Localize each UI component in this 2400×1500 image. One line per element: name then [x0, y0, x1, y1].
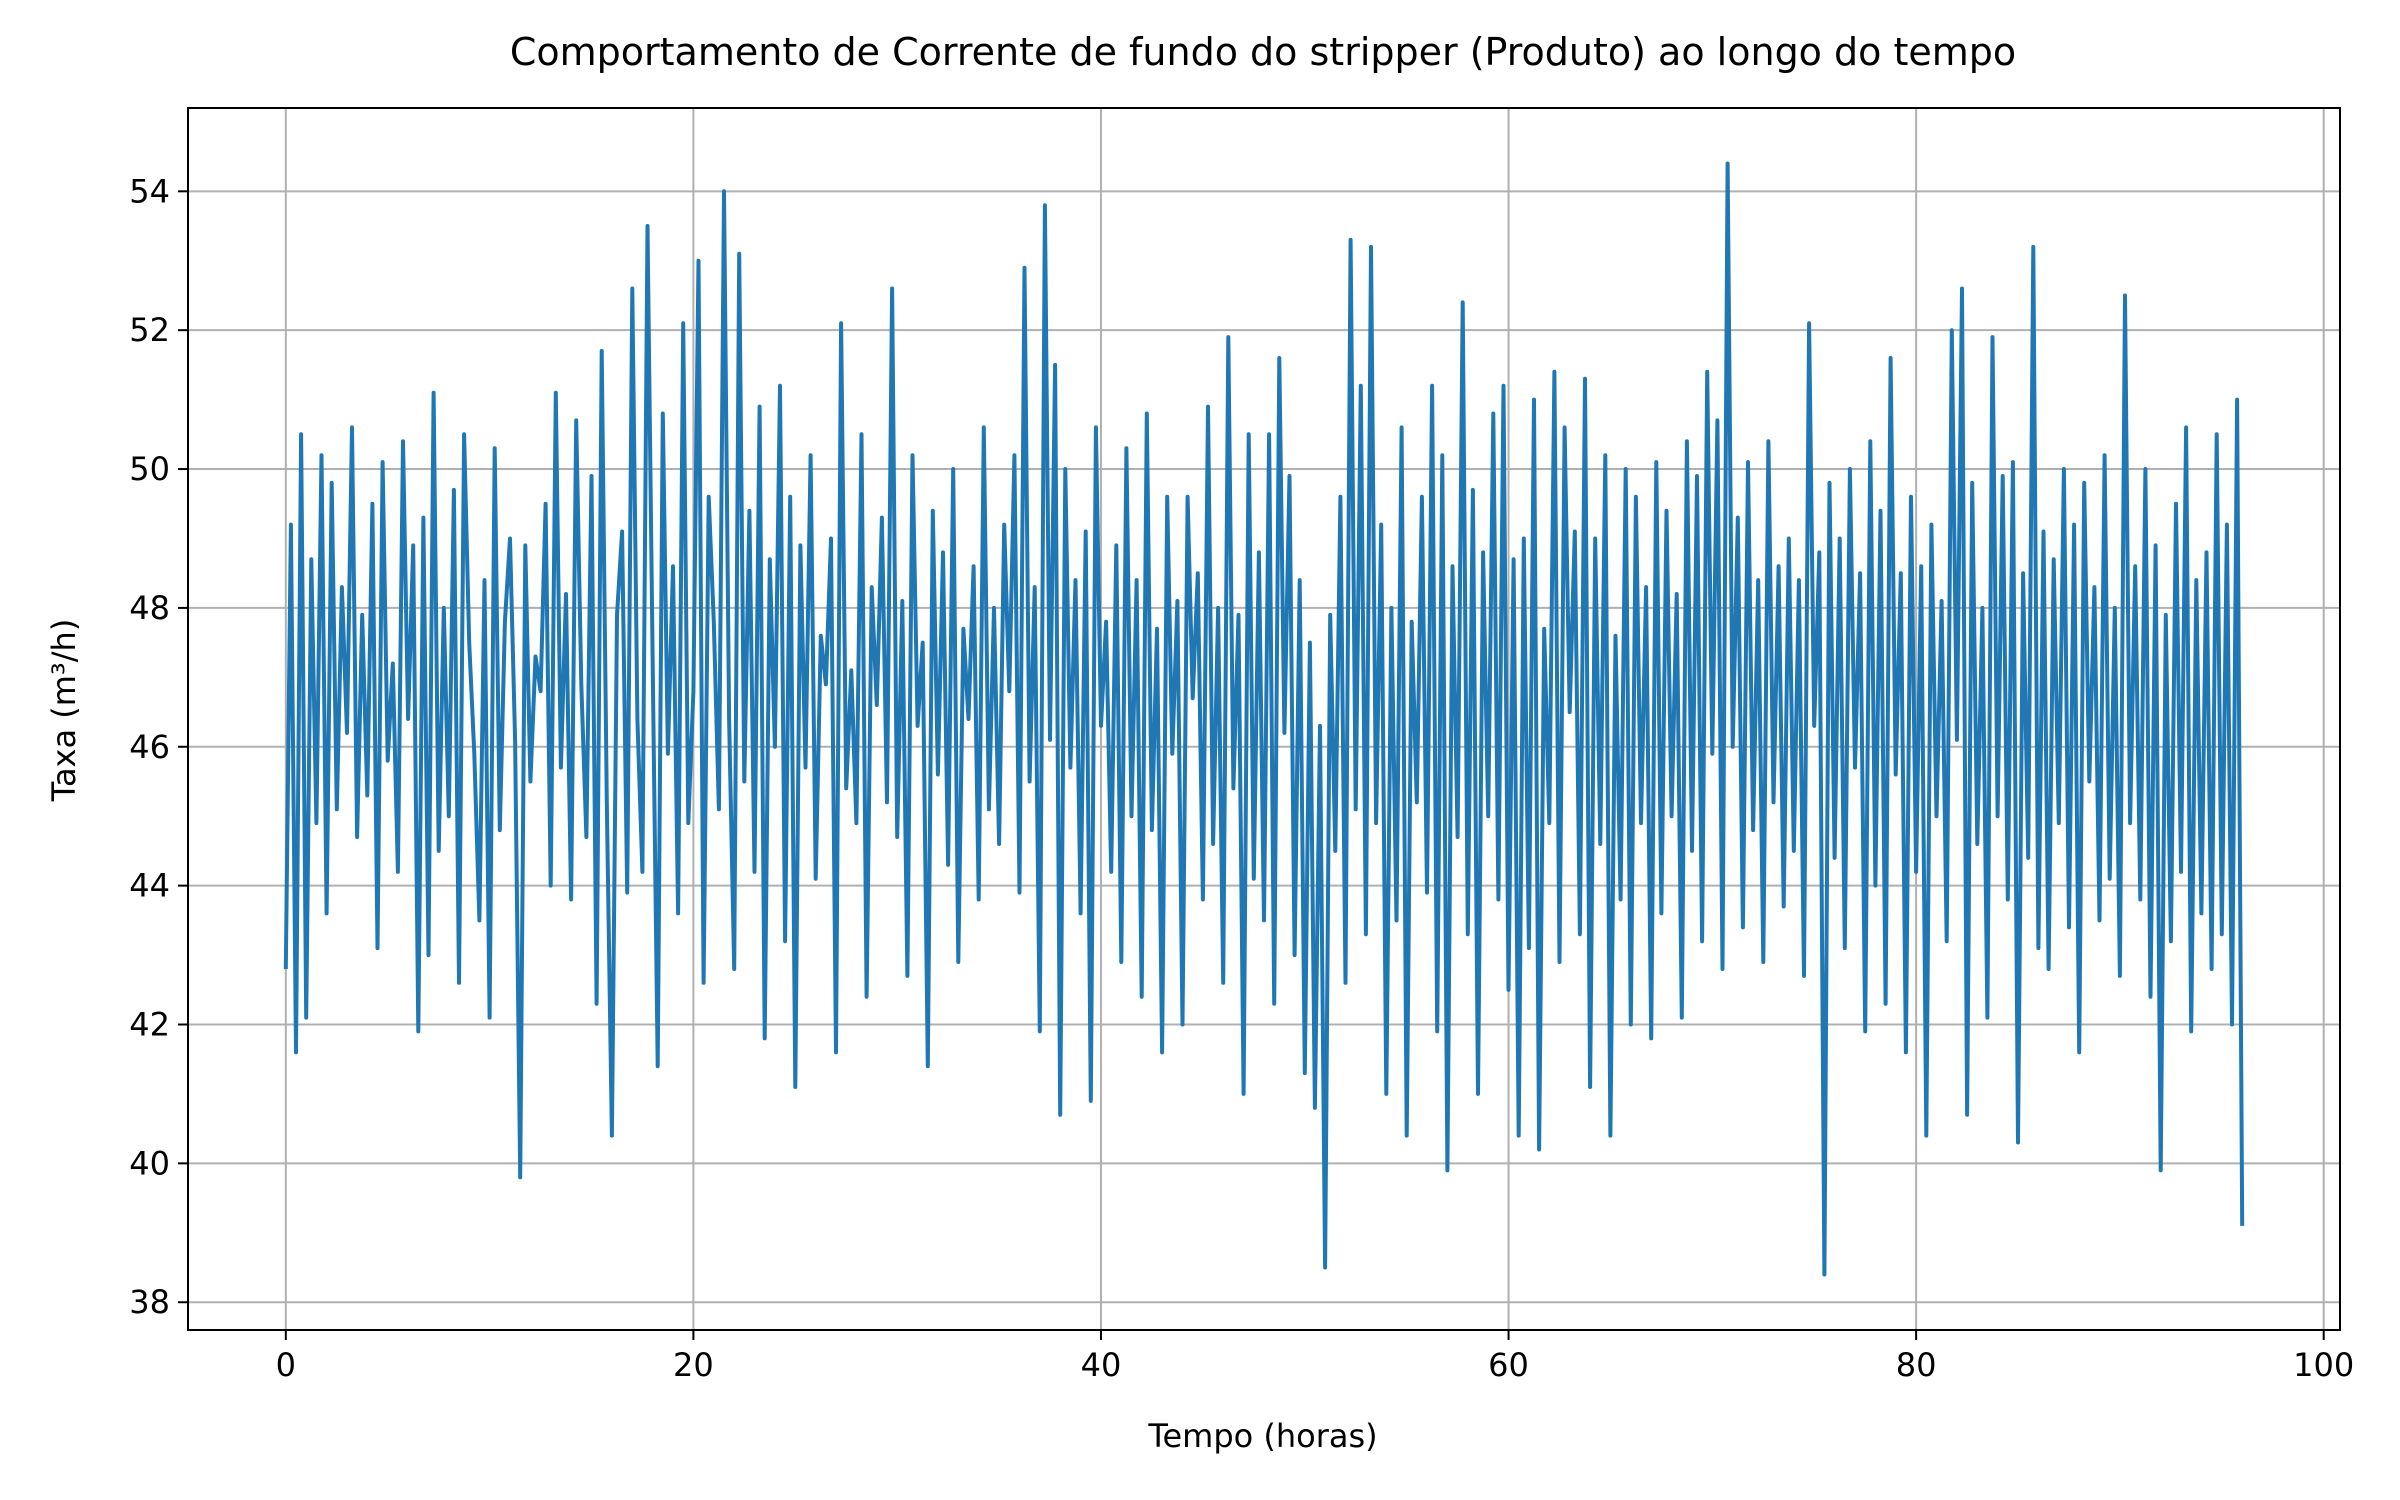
y-tick-label: 38 — [129, 1283, 170, 1321]
y-tick-label: 40 — [129, 1144, 170, 1182]
y-tick-label: 42 — [129, 1006, 170, 1044]
y-tick-label: 44 — [129, 867, 170, 905]
chart-title: Comportamento de Corrente de fundo do st… — [510, 30, 2016, 74]
x-axis-label: Tempo (horas) — [1147, 1417, 1377, 1455]
x-tick-label: 100 — [2293, 1346, 2354, 1384]
plot-frame — [187, 107, 2341, 1331]
x-tick-label: 20 — [673, 1346, 714, 1384]
series-line — [283, 161, 2245, 1277]
y-tick-label: 48 — [129, 589, 170, 627]
x-tick-label: 0 — [276, 1346, 296, 1384]
y-tick-label: 46 — [129, 728, 170, 766]
y-axis-label: Taxa (m³/h) — [45, 619, 83, 803]
y-tick-label: 52 — [129, 311, 170, 349]
y-tick-label: 50 — [129, 450, 170, 488]
x-tick-label: 40 — [1081, 1346, 1122, 1384]
series-layer — [283, 161, 2245, 1277]
tick-layer: 0 20 40 60 80 100 38 40 42 44 46 48 50 52 54 — [129, 172, 2354, 1384]
x-tick-label: 80 — [1896, 1346, 1937, 1384]
y-tick-label: 54 — [129, 172, 170, 210]
x-tick-label: 60 — [1488, 1346, 1529, 1384]
